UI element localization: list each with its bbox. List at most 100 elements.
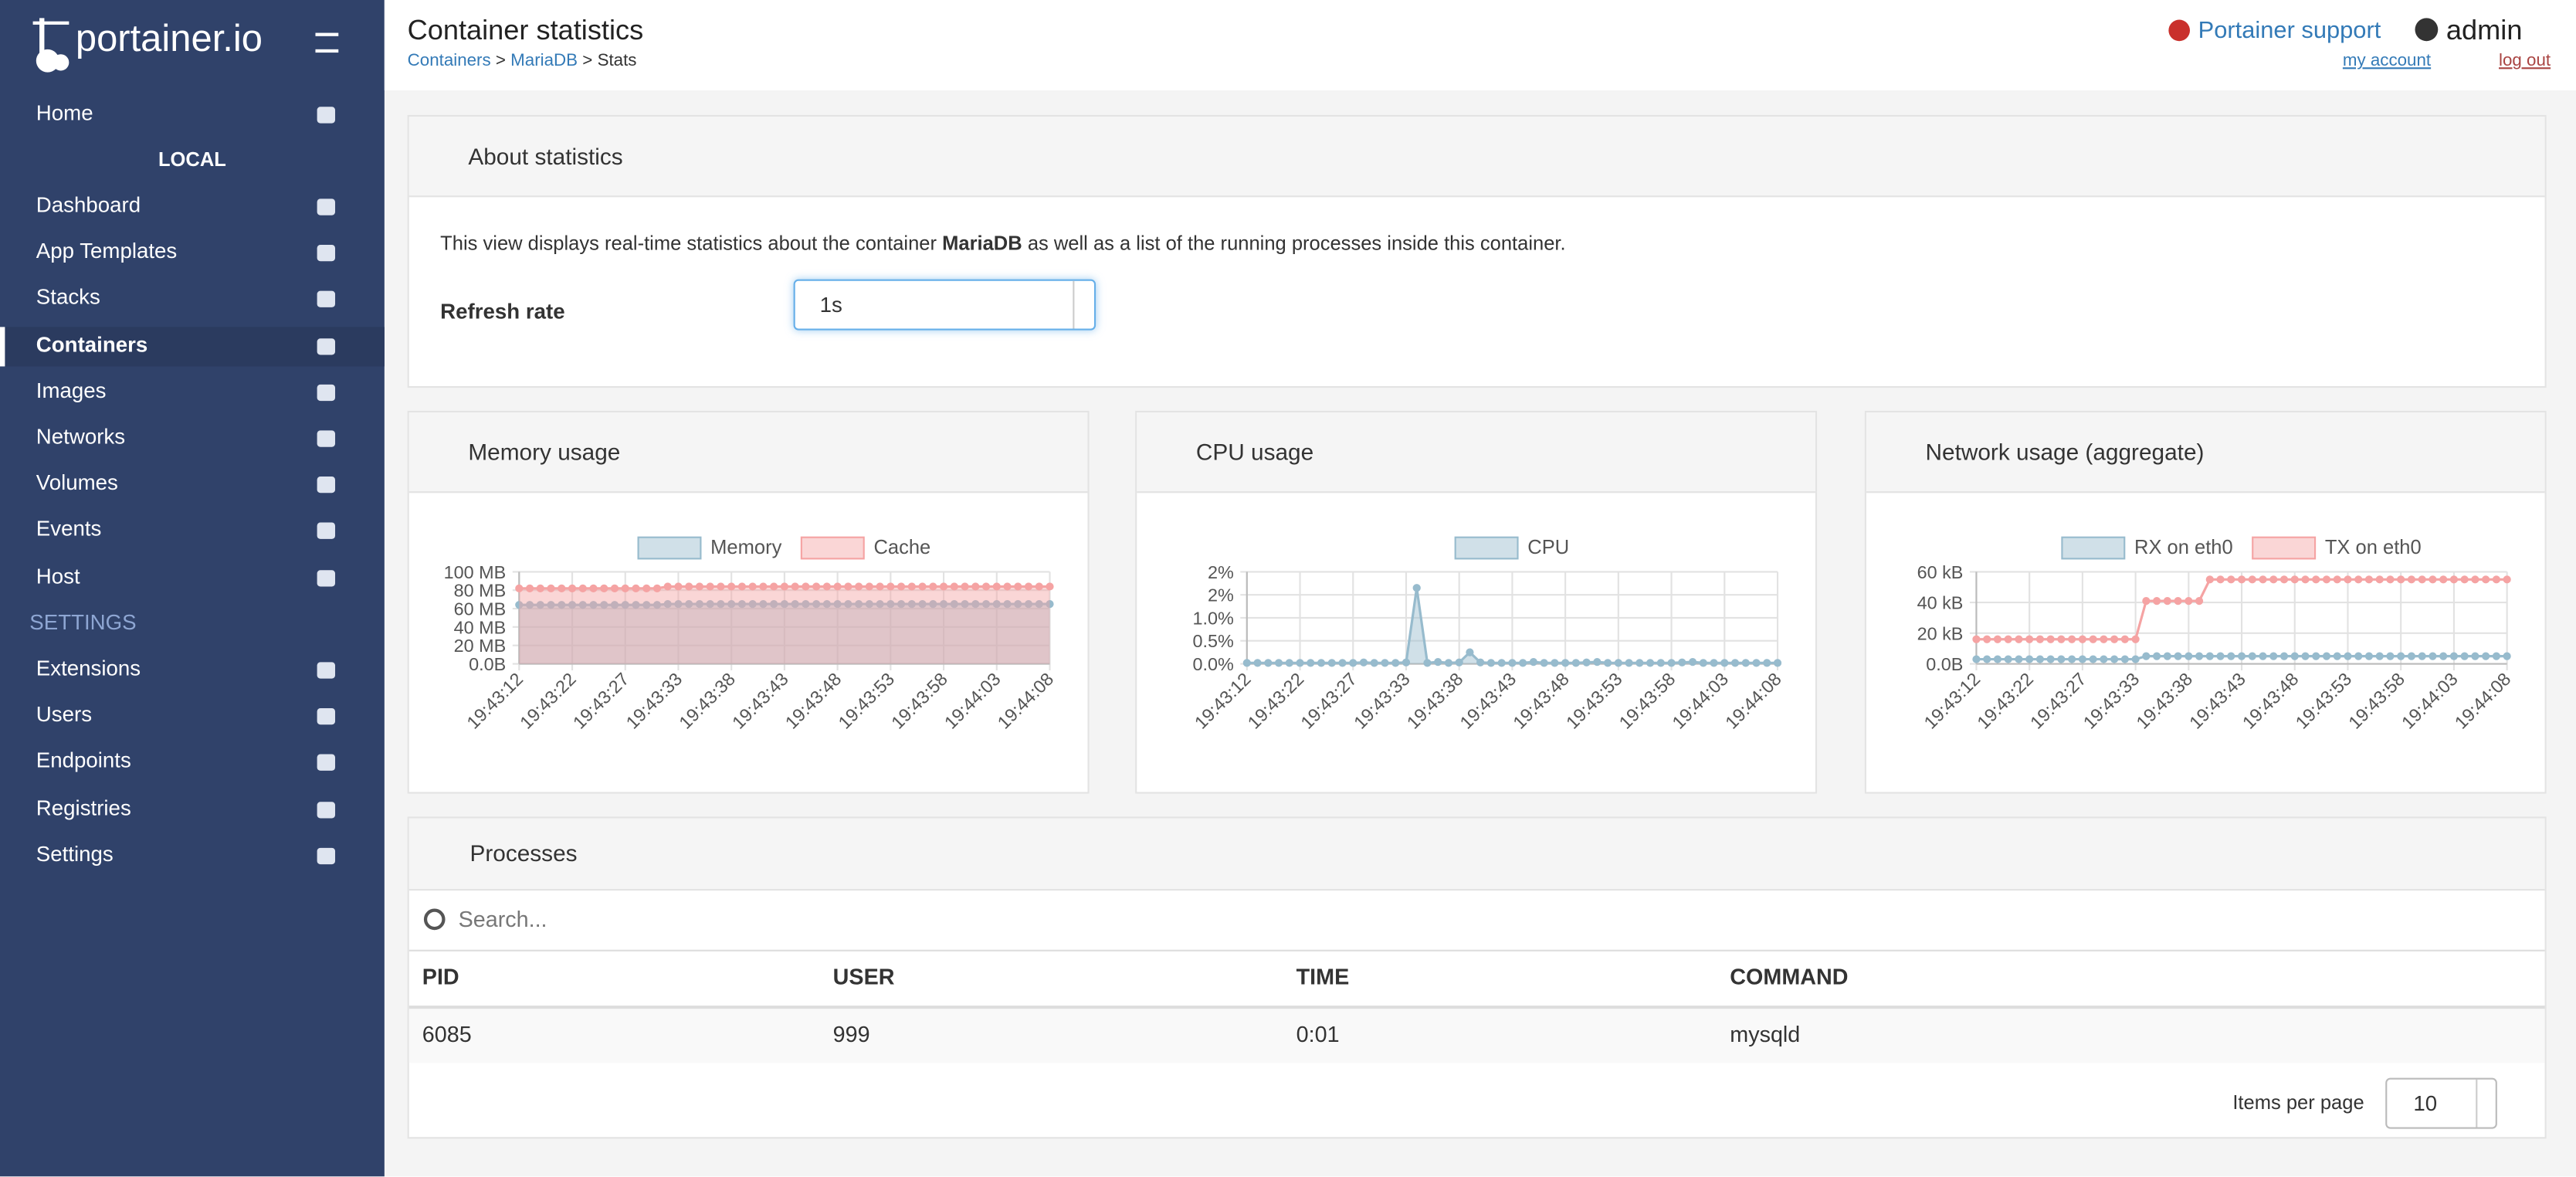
legend-label: Memory <box>710 537 781 558</box>
nav-item[interactable]: Events <box>36 516 102 541</box>
point <box>812 582 821 591</box>
settings-header: SETTINGS <box>29 609 137 635</box>
nav-item[interactable]: Containers <box>36 331 148 356</box>
table-row <box>408 1009 2545 1063</box>
point <box>536 584 544 592</box>
point <box>632 584 640 592</box>
nav-item[interactable]: Endpoints <box>36 748 131 773</box>
point <box>2004 635 2012 643</box>
log-out[interactable]: log out <box>2499 50 2551 71</box>
point <box>2364 575 2374 584</box>
point <box>1402 658 1411 667</box>
point <box>1444 659 1453 667</box>
nav-item[interactable]: Settings <box>36 840 114 866</box>
nav-item[interactable]: Images <box>36 377 107 402</box>
point <box>1678 658 1686 667</box>
support-icon <box>2168 19 2191 42</box>
point <box>2407 575 2416 584</box>
point <box>1667 659 1676 667</box>
point <box>2195 652 2204 660</box>
my-account[interactable]: my account <box>2342 50 2432 71</box>
point <box>844 582 852 591</box>
legend-label: CPU <box>1527 537 1569 558</box>
x-tick-label: 19:43:12 <box>1191 669 1255 733</box>
point <box>674 599 683 609</box>
point <box>1688 658 1697 667</box>
column-header[interactable]: TIME <box>1296 964 1350 989</box>
point <box>1370 659 1378 667</box>
nav-item[interactable]: Dashboard <box>36 192 141 217</box>
point <box>1656 659 1665 667</box>
nav-item[interactable]: Host <box>36 562 80 588</box>
point <box>685 582 693 591</box>
point <box>1391 659 1400 667</box>
point <box>568 584 577 592</box>
select-caret <box>2476 1079 2496 1128</box>
icon <box>317 384 336 401</box>
x-tick-label: 19:43:38 <box>675 669 739 733</box>
column-header[interactable]: COMMAND <box>1730 964 1849 989</box>
point <box>1625 659 1633 667</box>
toggle-icon[interactable] <box>315 32 339 53</box>
point <box>897 599 906 609</box>
support-link[interactable]: Portainer support <box>2198 18 2381 45</box>
point <box>1983 655 1991 663</box>
text: as well as a list of the running process… <box>1027 231 1566 255</box>
search-bar[interactable]: Search... <box>408 889 2545 951</box>
nav-item[interactable]: Extensions <box>36 655 141 680</box>
point <box>1571 659 1580 667</box>
point <box>2290 652 2299 660</box>
point <box>1455 658 1463 667</box>
nav-item[interactable]: Users <box>36 701 93 727</box>
point <box>2174 597 2182 605</box>
point <box>822 582 831 591</box>
crumb[interactable]: MariaDB <box>510 50 578 71</box>
icon <box>317 291 336 308</box>
point <box>1024 582 1033 591</box>
point <box>1972 635 1981 643</box>
point <box>812 599 821 609</box>
icon <box>317 662 336 679</box>
point <box>2004 655 2012 663</box>
icon <box>317 430 336 447</box>
point <box>717 599 725 609</box>
refresh-select[interactable]: 1s <box>793 279 1096 331</box>
crumb[interactable]: Containers <box>407 50 491 71</box>
point <box>1274 659 1283 667</box>
container-name: MariaDB <box>942 231 1022 255</box>
sep: > <box>495 50 506 71</box>
nav-home[interactable]: Home <box>36 100 93 125</box>
point <box>822 599 831 609</box>
point <box>2120 655 2129 663</box>
column-header[interactable]: USER <box>832 964 895 989</box>
point <box>2227 652 2235 660</box>
y-tick-label: 20 kB <box>1917 623 1964 643</box>
nav-item[interactable]: Stacks <box>36 284 100 310</box>
x-tick-label: 19:43:48 <box>1509 669 1573 733</box>
header: Container statistics Containers > MariaD… <box>384 0 2576 91</box>
point <box>2301 575 2310 584</box>
y-tick-label: 80 MB <box>454 581 507 601</box>
point <box>2460 575 2469 584</box>
point <box>2057 655 2066 663</box>
icon <box>317 569 336 586</box>
point <box>981 599 991 609</box>
point <box>706 599 714 609</box>
items-per-page-select[interactable]: 10 <box>2385 1077 2497 1129</box>
nav-item[interactable]: App Templates <box>36 238 178 263</box>
nav-item[interactable]: Volumes <box>36 470 118 495</box>
point <box>2163 652 2171 660</box>
y-tick-label: 0.5% <box>1192 631 1233 651</box>
nav-item[interactable]: Registries <box>36 794 131 819</box>
nav-item[interactable]: Networks <box>36 423 126 449</box>
point <box>2142 597 2151 605</box>
page-title: Container statistics <box>407 15 644 46</box>
column-header[interactable]: PID <box>422 964 459 989</box>
point <box>1327 659 1336 667</box>
search-icon <box>423 908 446 931</box>
point <box>568 601 577 609</box>
point <box>1486 659 1496 667</box>
brand[interactable]: portainer.io <box>75 16 263 59</box>
panel-title: CPU usage <box>1195 439 1314 466</box>
